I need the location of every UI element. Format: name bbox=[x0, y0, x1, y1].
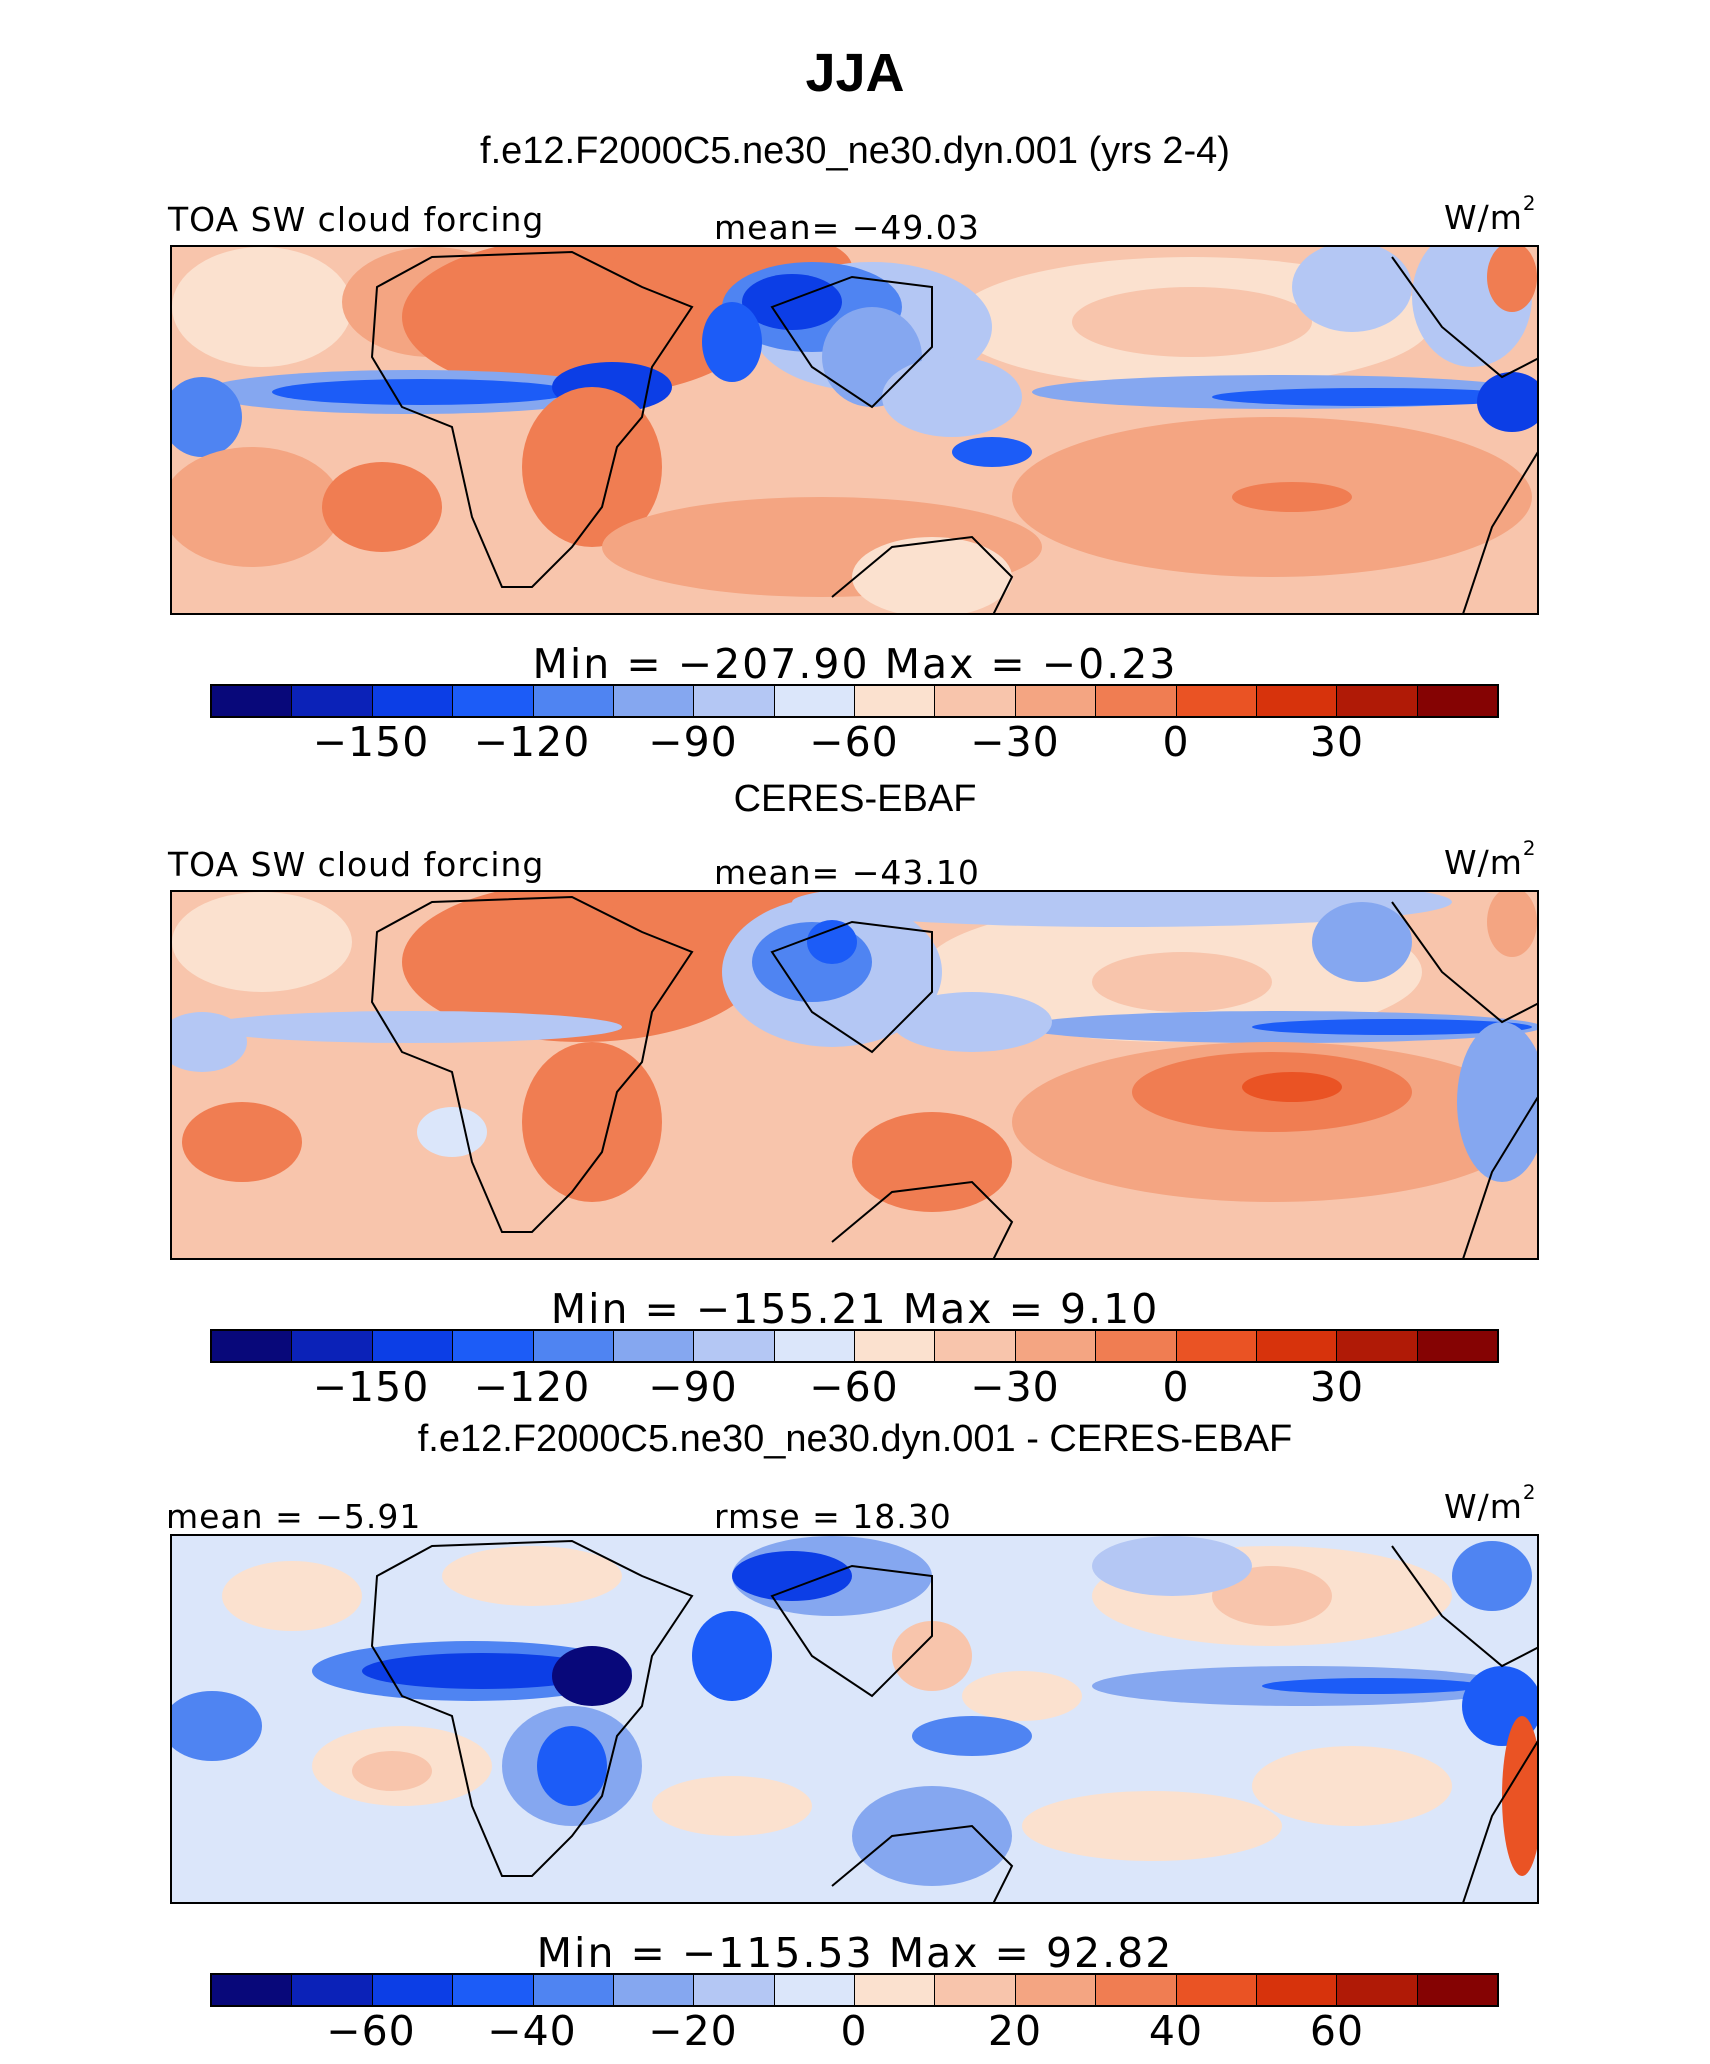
colorbar-swatch bbox=[533, 1331, 614, 1361]
colorbar-swatch bbox=[855, 1331, 936, 1361]
colorbar-swatch bbox=[935, 1331, 1016, 1361]
panel1-variable: TOA SW cloud forcing bbox=[168, 200, 545, 239]
panel2-minmax: Min = −155.21 Max = 9.10 bbox=[550, 1285, 1160, 1333]
colorbar-swatch bbox=[453, 686, 534, 716]
panel1-minmax: Min = −207.90 Max = −0.23 bbox=[532, 640, 1178, 688]
panel2-colorbar bbox=[210, 1329, 1499, 1363]
colorbar-swatch bbox=[1417, 1975, 1497, 2005]
colorbar-tick-label: −90 bbox=[648, 1363, 738, 1411]
colorbar-swatch bbox=[1417, 1331, 1497, 1361]
colorbar-swatch bbox=[1096, 1331, 1177, 1361]
panel1-map bbox=[170, 245, 1539, 615]
colorbar-tick-label: −150 bbox=[312, 718, 430, 766]
colorbar-swatch bbox=[935, 1975, 1016, 2005]
panel3-units: W/m2 bbox=[1444, 1481, 1537, 1526]
colorbar-swatch bbox=[694, 1331, 775, 1361]
panel3-colorbar bbox=[210, 1973, 1499, 2007]
panel2-mean: mean= −43.10 bbox=[714, 853, 980, 892]
colorbar-tick-label: 0 bbox=[1162, 1363, 1190, 1411]
colorbar-tick-label: −150 bbox=[312, 1363, 430, 1411]
colorbar-swatch bbox=[1337, 686, 1418, 716]
colorbar-tick-label: −20 bbox=[648, 2007, 738, 2055]
colorbar-tick-label: 20 bbox=[987, 2007, 1043, 2055]
colorbar-tick-label: 0 bbox=[840, 2007, 868, 2055]
colorbar-swatch bbox=[613, 1331, 695, 1361]
colorbar-swatch bbox=[694, 686, 775, 716]
panel3-title: f.e12.F2000C5.ne30_ne30.dyn.001 - CERES-… bbox=[417, 1418, 1293, 1460]
colorbar-swatch bbox=[1256, 1331, 1338, 1361]
panel1-title: f.e12.F2000C5.ne30_ne30.dyn.001 (yrs 2-4… bbox=[480, 130, 1230, 172]
colorbar-swatch bbox=[1015, 1331, 1097, 1361]
colorbar-swatch bbox=[613, 1975, 695, 2005]
colorbar-swatch bbox=[1176, 1331, 1257, 1361]
colorbar-tick-label: −60 bbox=[809, 718, 899, 766]
colorbar-swatch bbox=[372, 1331, 454, 1361]
panel3-minmax: Min = −115.53 Max = 92.82 bbox=[536, 1929, 1174, 1977]
panel2-units: W/m2 bbox=[1444, 837, 1537, 882]
colorbar-swatch bbox=[453, 1331, 534, 1361]
panel3-rmse: rmse = 18.30 bbox=[714, 1497, 952, 1536]
colorbar-swatch bbox=[935, 686, 1016, 716]
colorbar-swatch bbox=[1015, 1975, 1097, 2005]
colorbar-swatch bbox=[1337, 1331, 1418, 1361]
colorbar-swatch bbox=[212, 1331, 293, 1361]
colorbar-swatch bbox=[212, 686, 293, 716]
panel2-variable: TOA SW cloud forcing bbox=[168, 845, 545, 884]
colorbar-tick-label: 30 bbox=[1309, 1363, 1365, 1411]
panel1-mean: mean= −49.03 bbox=[714, 208, 980, 247]
colorbar-swatch bbox=[855, 1975, 936, 2005]
colorbar-swatch bbox=[533, 686, 614, 716]
colorbar-swatch bbox=[1015, 686, 1097, 716]
colorbar-swatch bbox=[774, 686, 855, 716]
colorbar-tick-label: 30 bbox=[1309, 718, 1365, 766]
colorbar-tick-label: −90 bbox=[648, 718, 738, 766]
colorbar-swatch bbox=[1096, 1975, 1177, 2005]
colorbar-swatch bbox=[774, 1975, 855, 2005]
colorbar-swatch bbox=[453, 1975, 534, 2005]
panel3-map bbox=[170, 1534, 1539, 1904]
colorbar-tick-label: −30 bbox=[970, 1363, 1060, 1411]
colorbar-tick-label: 0 bbox=[1162, 718, 1190, 766]
colorbar-swatch bbox=[694, 1975, 775, 2005]
colorbar-tick-label: −120 bbox=[473, 1363, 591, 1411]
colorbar-swatch bbox=[1256, 1975, 1338, 2005]
panel2-map bbox=[170, 890, 1539, 1260]
colorbar-tick-label: −30 bbox=[970, 718, 1060, 766]
colorbar-tick-label: −120 bbox=[473, 718, 591, 766]
colorbar-tick-label: 40 bbox=[1148, 2007, 1204, 2055]
panel3-mean: mean = −5.91 bbox=[166, 1497, 422, 1536]
colorbar-swatch bbox=[372, 1975, 454, 2005]
colorbar-tick-label: −60 bbox=[326, 2007, 416, 2055]
colorbar-swatch bbox=[1256, 686, 1338, 716]
colorbar-swatch bbox=[1176, 686, 1257, 716]
panel1-colorbar bbox=[210, 684, 1499, 718]
main-title: JJA bbox=[805, 43, 905, 103]
colorbar-swatch bbox=[1417, 686, 1497, 716]
colorbar-tick-label: −40 bbox=[487, 2007, 577, 2055]
colorbar-swatch bbox=[613, 686, 695, 716]
colorbar-swatch bbox=[292, 1331, 373, 1361]
panel2-title: CERES-EBAF bbox=[733, 778, 977, 820]
colorbar-swatch bbox=[1176, 1975, 1257, 2005]
colorbar-swatch bbox=[1337, 1975, 1418, 2005]
colorbar-swatch bbox=[212, 1975, 293, 2005]
colorbar-swatch bbox=[1096, 686, 1177, 716]
colorbar-swatch bbox=[855, 686, 936, 716]
panel1-units: W/m2 bbox=[1444, 192, 1537, 237]
colorbar-swatch bbox=[292, 1975, 373, 2005]
colorbar-tick-label: −60 bbox=[809, 1363, 899, 1411]
colorbar-tick-label: 60 bbox=[1309, 2007, 1365, 2055]
colorbar-swatch bbox=[372, 686, 454, 716]
colorbar-swatch bbox=[533, 1975, 614, 2005]
colorbar-swatch bbox=[292, 686, 373, 716]
colorbar-swatch bbox=[774, 1331, 855, 1361]
